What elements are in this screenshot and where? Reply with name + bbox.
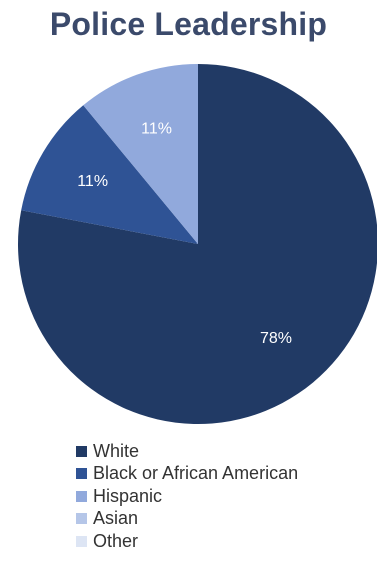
legend-item-white: White (76, 440, 298, 463)
legend-swatch (76, 490, 87, 502)
legend-label: Black or African American (93, 463, 299, 484)
legend-label: Hispanic (93, 485, 163, 506)
legend-label: Other (93, 530, 139, 551)
legend-label: Asian (93, 508, 139, 529)
legend-swatch (76, 513, 87, 525)
legend-swatch (76, 445, 87, 457)
chart-legend: White Black or African American Hispanic As… (76, 440, 298, 553)
chart-title: Police Leadership (49, 6, 328, 42)
legend-item-other: Other (76, 530, 298, 553)
data-label-black-or-african-american: 11% (77, 173, 108, 190)
data-label-white: 78% (260, 330, 292, 347)
legend-label: White (93, 440, 140, 461)
pie-slice-white (18, 64, 377, 424)
legend-item-asian: Asian (76, 508, 298, 531)
legend-swatch (76, 468, 87, 480)
legend-item-black-or-african-american: Black or African American (76, 463, 298, 486)
legend-item-hispanic: Hispanic (76, 485, 298, 508)
pie-chart: 78% 11% 11% (18, 63, 377, 424)
pie-slice-black-or-african-american (21, 105, 199, 244)
legend-swatch (76, 535, 87, 547)
data-label-hispanic: 11% (141, 120, 172, 137)
pie-slice-hispanic (83, 63, 198, 244)
